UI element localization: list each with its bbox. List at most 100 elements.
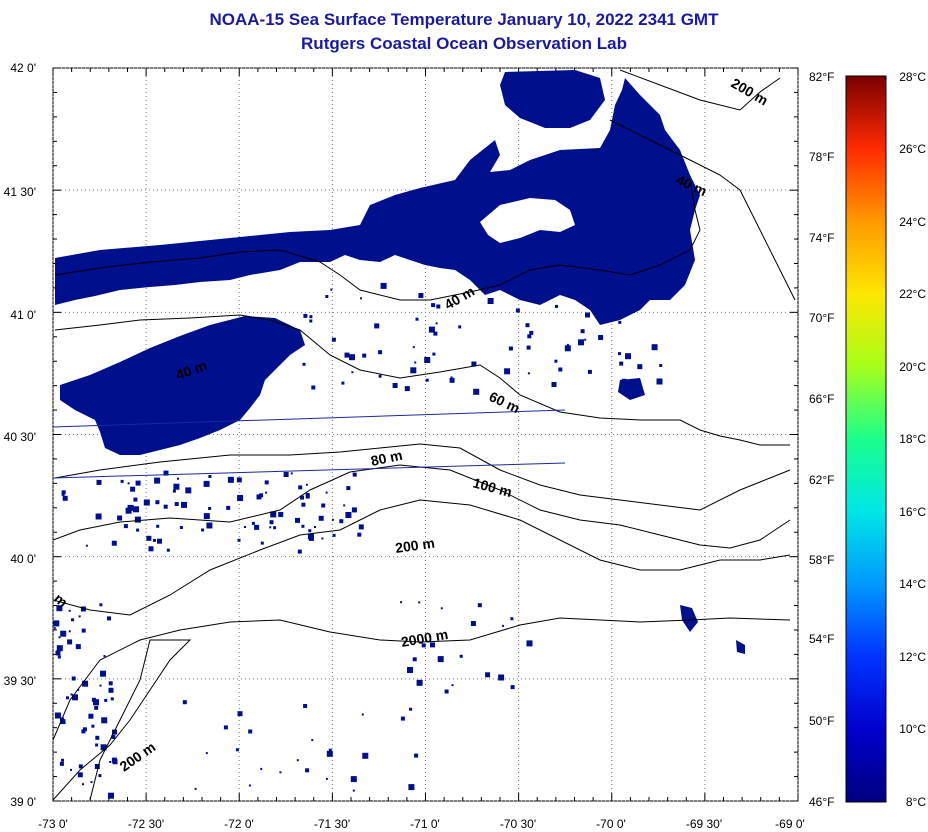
speckle bbox=[352, 472, 357, 477]
speckle bbox=[392, 383, 398, 388]
speckle bbox=[155, 500, 160, 505]
lon-label: -73 0' bbox=[38, 817, 68, 831]
f-label: 46°F bbox=[809, 795, 834, 809]
speckle bbox=[314, 526, 316, 528]
speckle bbox=[325, 491, 328, 494]
speckle bbox=[82, 727, 87, 732]
speckle bbox=[632, 286, 638, 291]
speckle bbox=[358, 524, 364, 530]
speckle bbox=[555, 304, 558, 308]
speckle bbox=[409, 707, 413, 711]
speckle bbox=[201, 528, 205, 532]
speckle bbox=[66, 696, 69, 700]
speckle bbox=[278, 512, 284, 517]
colorbar bbox=[845, 75, 887, 803]
f-label: 74°F bbox=[809, 231, 834, 245]
speckle bbox=[303, 704, 308, 708]
speckle bbox=[75, 644, 81, 650]
speckle bbox=[248, 784, 251, 787]
lon-label: -70 0' bbox=[596, 817, 626, 831]
lat-label: 39 0' bbox=[10, 795, 36, 809]
speckle bbox=[449, 377, 455, 383]
speckle bbox=[351, 507, 357, 513]
f-label: 82°F bbox=[809, 70, 834, 84]
speckle bbox=[56, 645, 63, 652]
speckle bbox=[305, 483, 308, 486]
speckle bbox=[618, 352, 621, 356]
speckle bbox=[203, 480, 210, 487]
speckle bbox=[182, 700, 187, 705]
speckle bbox=[569, 287, 573, 290]
speckle bbox=[227, 476, 234, 483]
speckle bbox=[400, 716, 405, 721]
speckle bbox=[194, 787, 197, 790]
speckle bbox=[346, 486, 351, 491]
speckle bbox=[254, 524, 260, 530]
speckle bbox=[410, 367, 417, 374]
speckle bbox=[163, 470, 169, 476]
speckle bbox=[458, 325, 462, 329]
speckle bbox=[435, 322, 438, 325]
speckle bbox=[96, 479, 102, 485]
speckle bbox=[110, 697, 114, 701]
speckle bbox=[172, 489, 176, 493]
f-label: 54°F bbox=[809, 632, 834, 646]
speckle bbox=[339, 519, 344, 524]
speckle bbox=[598, 335, 604, 340]
speckle bbox=[90, 781, 93, 784]
speckle bbox=[166, 548, 170, 552]
isobath-contours bbox=[53, 69, 796, 801]
speckle bbox=[331, 337, 336, 342]
speckle bbox=[279, 771, 282, 774]
lat-label: 40 30' bbox=[4, 430, 36, 444]
speckle bbox=[77, 772, 83, 778]
speckle bbox=[309, 319, 313, 323]
lat-label: 40 0' bbox=[10, 552, 36, 566]
lon-label: -71 0' bbox=[410, 817, 440, 831]
speckle bbox=[504, 368, 511, 375]
speckle bbox=[108, 681, 113, 686]
speckle bbox=[236, 477, 242, 483]
speckle bbox=[325, 777, 328, 780]
speckle bbox=[436, 304, 441, 309]
speckle bbox=[651, 344, 658, 351]
speckle bbox=[450, 376, 453, 379]
speckle bbox=[260, 767, 263, 770]
speckle bbox=[301, 502, 306, 507]
speckle bbox=[343, 504, 346, 507]
speckle bbox=[380, 282, 387, 289]
speckle bbox=[502, 624, 505, 627]
speckle bbox=[256, 494, 262, 500]
speckle bbox=[95, 513, 102, 520]
speckle bbox=[357, 532, 362, 537]
map-subtitle: Rutgers Coastal Ocean Observation Lab bbox=[301, 34, 627, 53]
lat-label: 41 0' bbox=[10, 308, 36, 322]
speckle bbox=[407, 667, 413, 673]
fahrenheit-labels: 82°F 78°F 74°F 70°F 66°F 62°F 58°F 54°F … bbox=[809, 70, 834, 809]
lat-label: 39 30' bbox=[4, 674, 36, 688]
speckle bbox=[71, 618, 74, 622]
f-label: 78°F bbox=[809, 150, 834, 164]
lon-label: -69 30' bbox=[686, 817, 722, 831]
speckle bbox=[308, 535, 314, 541]
speckle bbox=[360, 297, 362, 300]
speckle bbox=[527, 372, 530, 375]
speckle bbox=[297, 549, 302, 554]
c-label: 20°C bbox=[899, 360, 926, 374]
speckle bbox=[498, 674, 505, 681]
speckle bbox=[72, 694, 78, 701]
speckle bbox=[602, 282, 607, 286]
speckle bbox=[208, 507, 212, 510]
speckle bbox=[295, 517, 300, 523]
speckle bbox=[566, 343, 569, 346]
speckle bbox=[61, 492, 65, 496]
speckle bbox=[101, 717, 108, 724]
c-label: 28°C bbox=[899, 70, 926, 84]
speckle bbox=[251, 521, 255, 525]
speckle bbox=[61, 490, 66, 495]
sst-speckles bbox=[53, 281, 663, 799]
speckle bbox=[109, 761, 112, 763]
speckle bbox=[625, 353, 631, 360]
speckle bbox=[580, 329, 585, 334]
